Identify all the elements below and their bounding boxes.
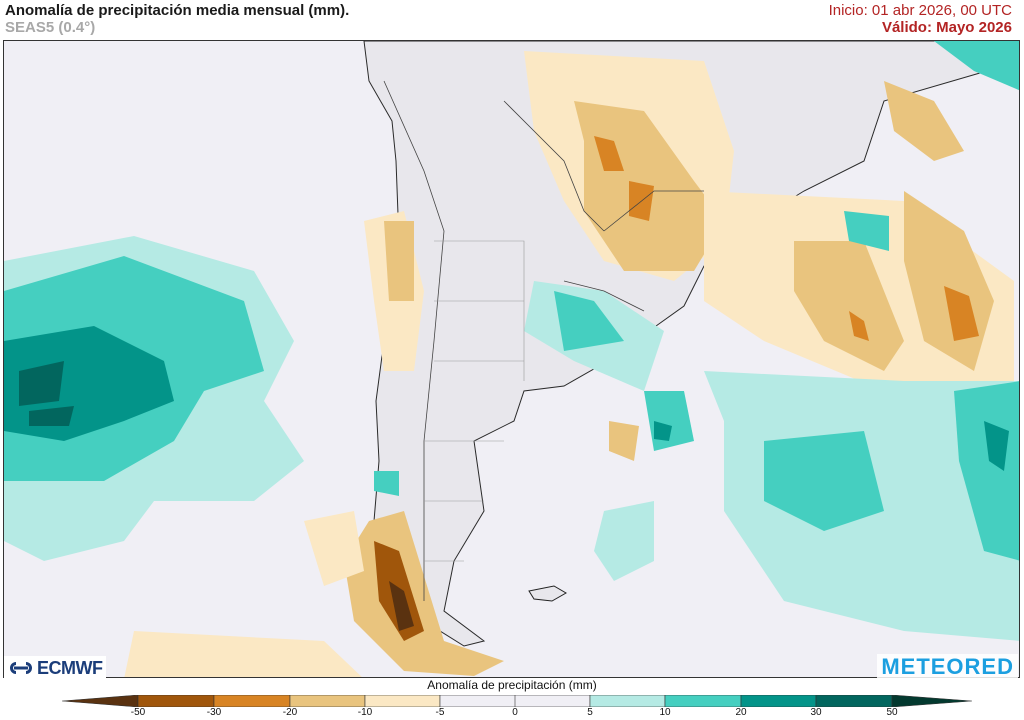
country-borders (383, 80, 704, 601)
colorbar-tick: 30 (810, 707, 822, 718)
land-falklands (528, 585, 567, 602)
wet-anomaly-areas (4, 41, 1019, 641)
colorbar-tick: 5 (587, 707, 593, 718)
meteored-logo: METEORED (877, 654, 1018, 680)
ecmwf-logo-icon (10, 662, 32, 674)
colorbar-tick: -20 (282, 707, 298, 718)
colorbar-tick: -30 (206, 707, 222, 718)
colorbar-tick: 50 (886, 707, 898, 718)
ecmwf-logo: ECMWF (4, 656, 107, 680)
map-canvas (4, 41, 1019, 677)
colorbar-tick: 10 (659, 707, 671, 718)
colorbar-tick: -50 (130, 707, 146, 718)
colorbar-tick: -5 (435, 707, 445, 718)
colorbar-tick: 0 (512, 707, 518, 718)
colorbar-tick: 20 (735, 707, 747, 718)
precipitation-anomaly-map (3, 40, 1020, 678)
colorbar (62, 695, 972, 707)
valid-period: Válido: Mayo 2026 (881, 19, 1012, 36)
colorbar-tick: -10 (357, 707, 373, 718)
model-label: SEAS5 (0.4°) (5, 19, 96, 36)
map-title: Anomalía de precipitación media mensual … (5, 2, 350, 19)
ecmwf-logo-text: ECMWF (37, 657, 103, 678)
province-borders (424, 240, 525, 562)
init-time: Inicio: 01 abr 2026, 00 UTC (828, 2, 1012, 19)
colorbar-label: Anomalía de precipitación (mm) (427, 678, 597, 692)
